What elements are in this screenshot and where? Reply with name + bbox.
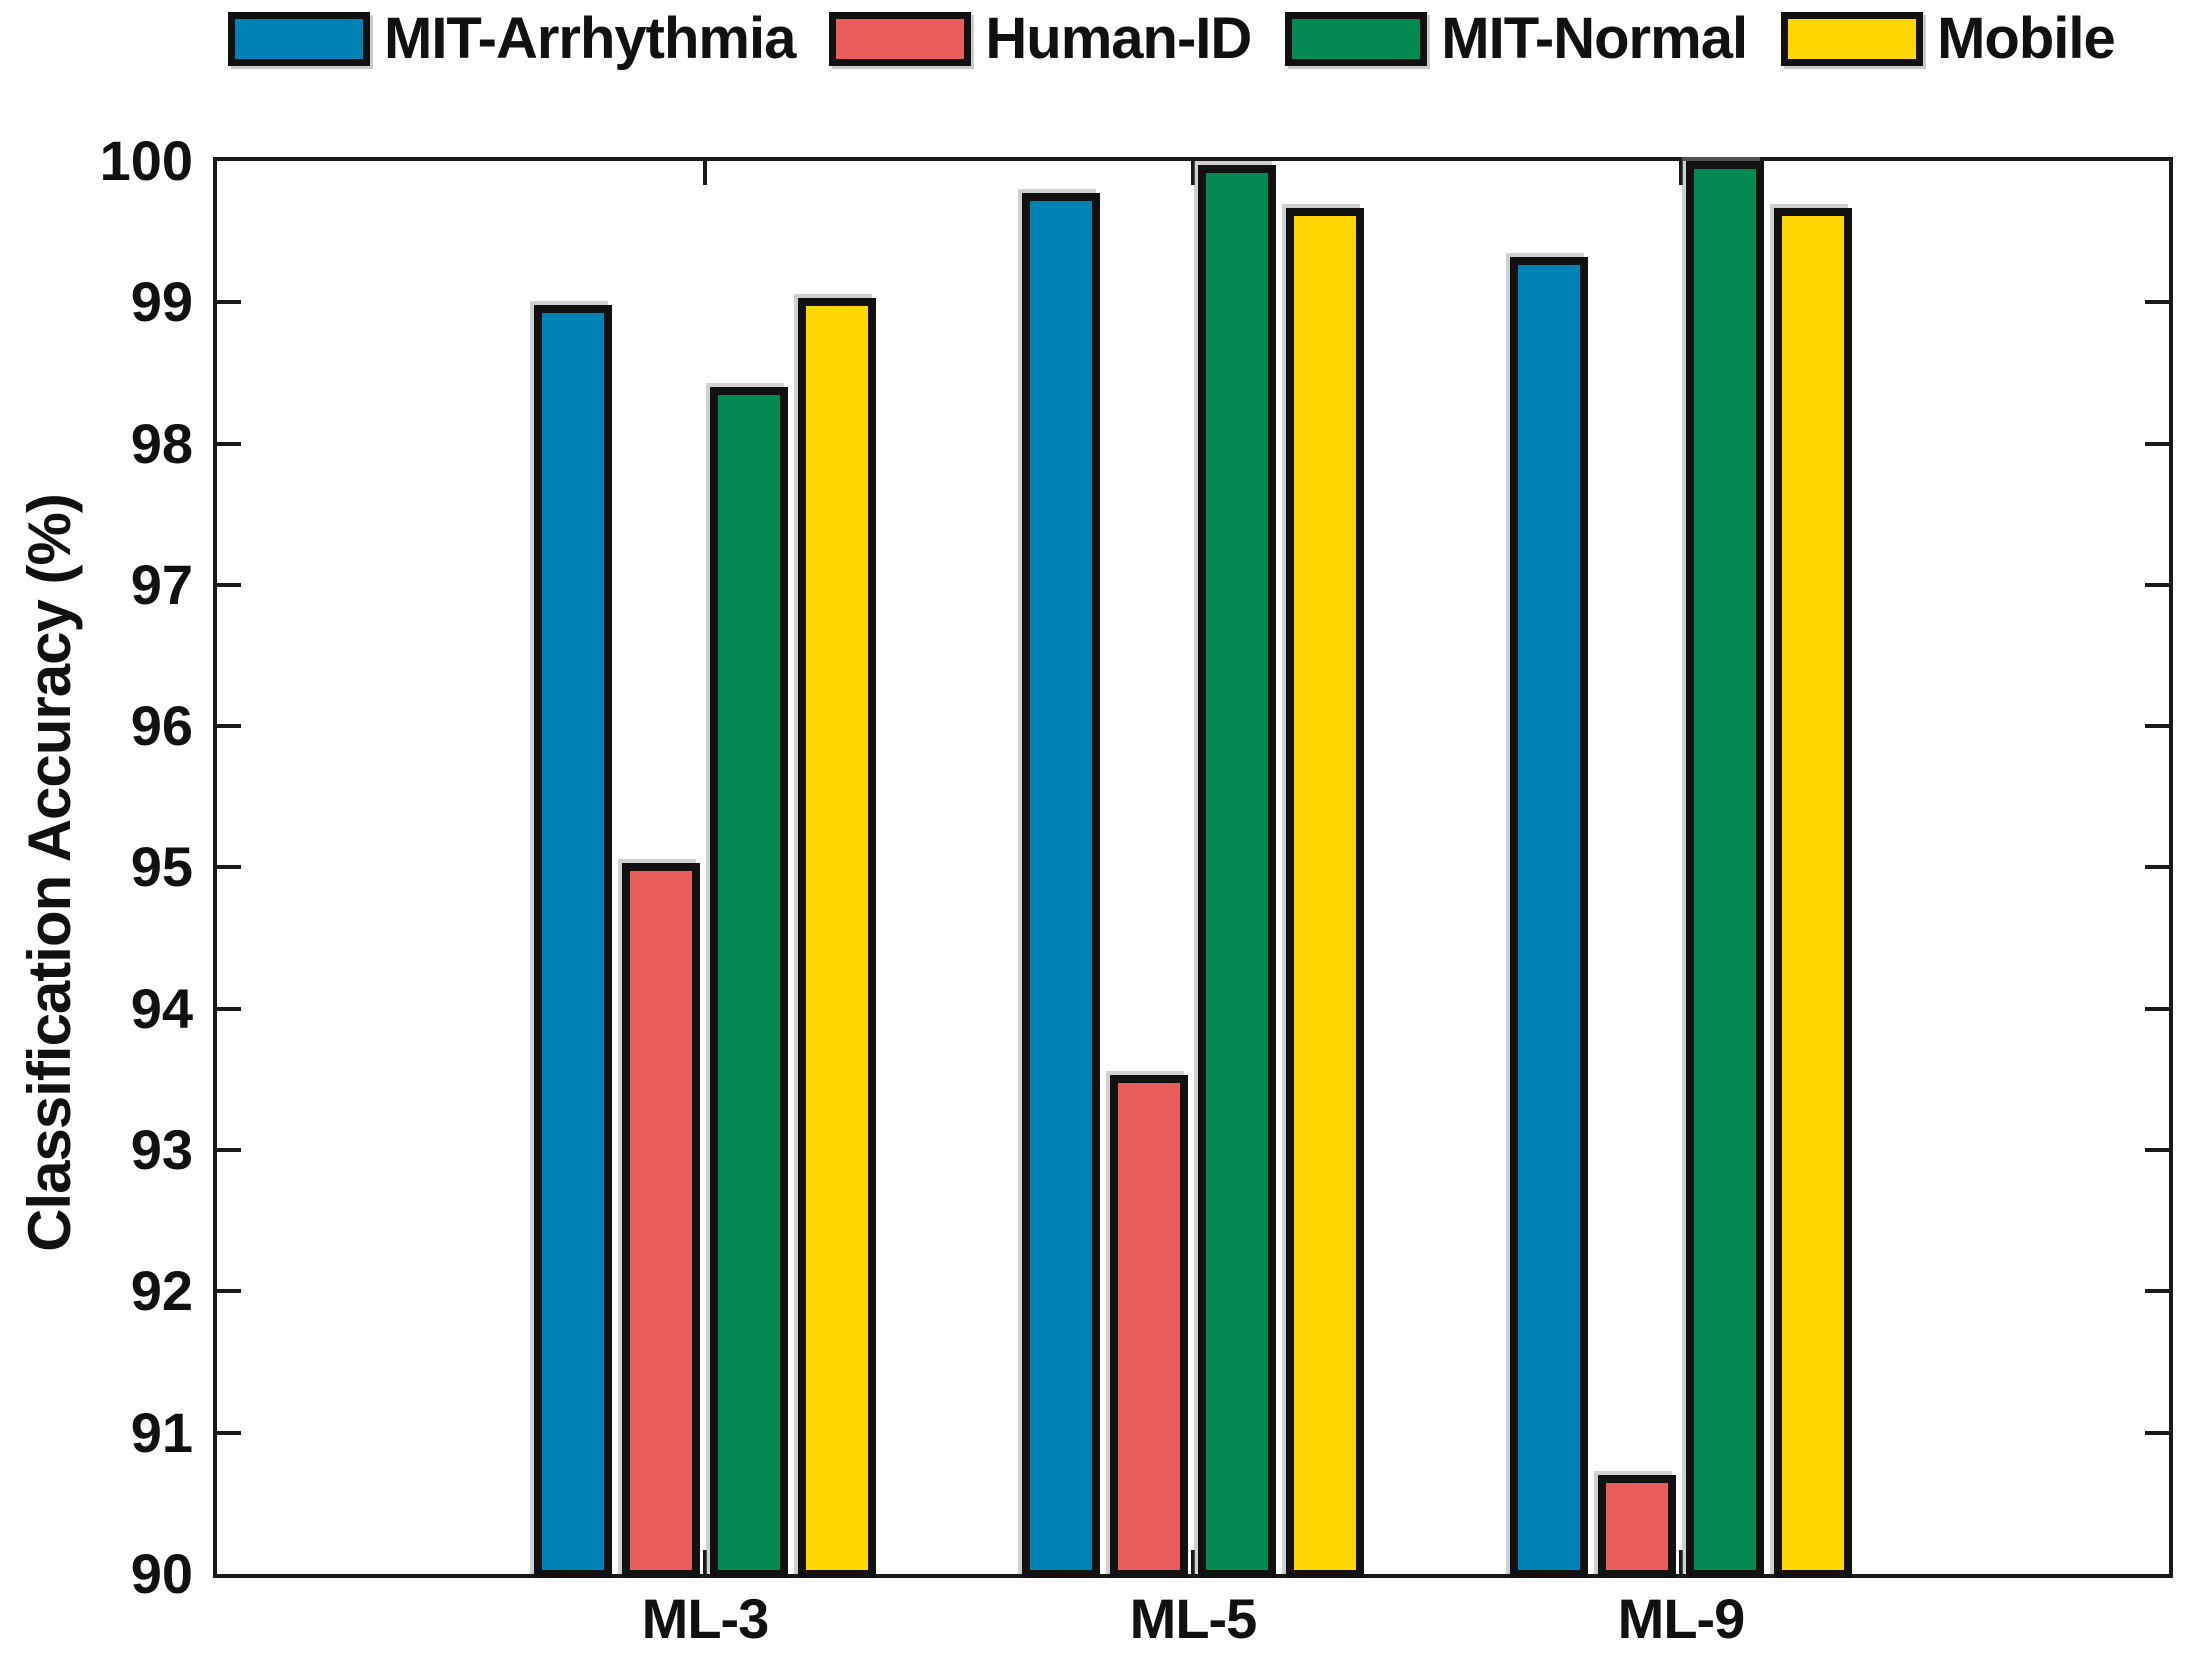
y-tick — [2145, 724, 2169, 728]
x-tick — [1191, 1550, 1195, 1574]
legend-label: Mobile — [1937, 6, 2116, 71]
bar-ml-9-mit-normal — [1686, 161, 1764, 1578]
y-tick — [2145, 1431, 2169, 1435]
y-tick — [2145, 583, 2169, 587]
bar-ml-3-mobile — [798, 298, 876, 1578]
y-tick — [217, 1431, 241, 1435]
y-tick — [2145, 865, 2169, 869]
y-tick — [2145, 300, 2169, 304]
y-tick-label: 90 — [130, 1542, 193, 1605]
legend-label: MIT-Arrhythmia — [384, 6, 796, 71]
legend-swatch — [1781, 12, 1924, 66]
x-tick — [1679, 1550, 1683, 1574]
y-tick — [217, 1148, 241, 1152]
y-tick — [217, 442, 241, 446]
y-tick-label: 100 — [99, 129, 193, 192]
y-tick — [217, 300, 241, 304]
legend-item: Human-ID — [829, 6, 1252, 71]
y-tick-label: 96 — [130, 694, 193, 757]
x-tick-label: ML-9 — [1617, 1587, 1746, 1650]
y-tick — [217, 583, 241, 587]
y-tick-label: 95 — [130, 835, 193, 898]
y-tick — [217, 865, 241, 869]
x-tick-label: ML-5 — [1129, 1587, 1258, 1650]
x-tick — [703, 1550, 707, 1574]
x-tick — [1191, 161, 1195, 185]
y-tick — [217, 1007, 241, 1011]
legend-label: MIT-Normal — [1441, 6, 1748, 71]
y-tick — [217, 724, 241, 728]
bar-ml-5-human-id — [1110, 1075, 1188, 1578]
legend-swatch — [228, 12, 370, 66]
bar-ml-5-mit-normal — [1198, 165, 1276, 1578]
y-tick-label: 97 — [130, 553, 193, 616]
legend-item: Mobile — [1781, 6, 2116, 71]
legend-item: MIT-Normal — [1285, 6, 1748, 71]
bar-ml-5-mobile — [1286, 208, 1364, 1578]
bar-ml-9-human-id — [1598, 1475, 1676, 1578]
y-tick-label: 93 — [130, 1118, 193, 1181]
x-tick — [703, 161, 707, 185]
y-tick-label: 98 — [130, 412, 193, 475]
y-tick — [2145, 1007, 2169, 1011]
legend-swatch — [829, 12, 972, 66]
bar-ml-3-human-id — [622, 863, 700, 1578]
y-tick-label: 91 — [130, 1401, 193, 1464]
y-tick — [2145, 442, 2169, 446]
bar-ml-9-mit-arrhythmia — [1510, 257, 1588, 1578]
bar-ml-5-mit-arrhythmia — [1022, 193, 1100, 1578]
bar-ml-3-mit-normal — [710, 387, 788, 1578]
y-tick-label: 99 — [130, 270, 193, 333]
y-tick — [217, 1289, 241, 1293]
bar-ml-9-mobile — [1774, 208, 1852, 1578]
legend-label: Human-ID — [985, 6, 1252, 71]
plot-area — [213, 157, 2173, 1578]
x-tick-label: ML-3 — [641, 1587, 770, 1650]
legend-item: MIT-Arrhythmia — [228, 6, 796, 71]
y-tick-label: 92 — [130, 1259, 193, 1322]
bar-ml-3-mit-arrhythmia — [534, 305, 612, 1578]
legend: MIT-Arrhythmia Human-ID MIT-Normal Mobile — [228, 6, 2116, 71]
y-tick-label: 94 — [130, 977, 193, 1040]
legend-swatch — [1285, 12, 1428, 66]
x-tick — [1679, 161, 1683, 185]
y-tick — [2145, 1148, 2169, 1152]
y-tick — [2145, 1289, 2169, 1293]
